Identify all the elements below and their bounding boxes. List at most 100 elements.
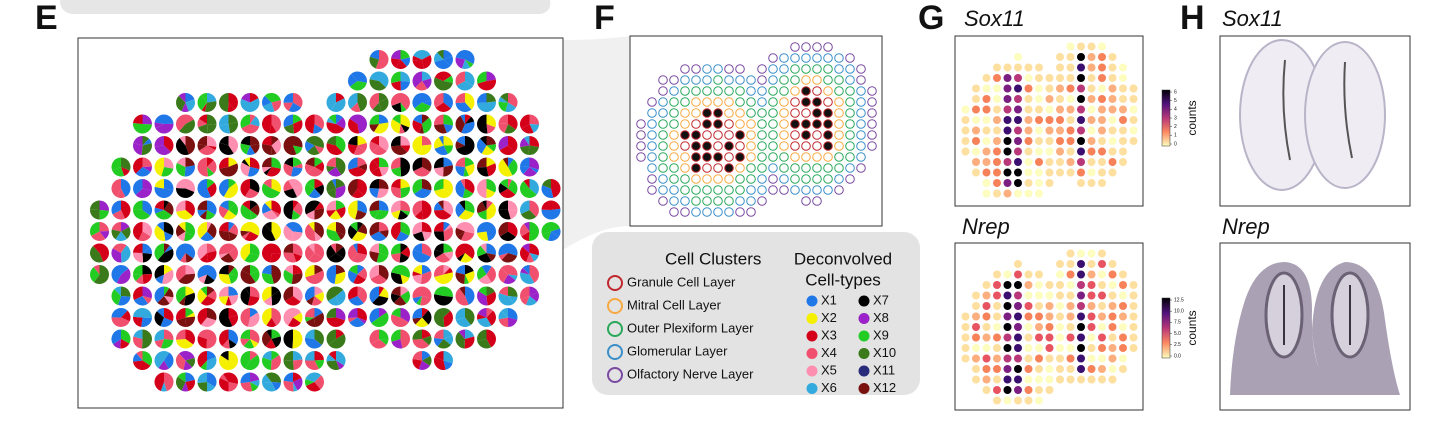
pie-slice [551,228,561,238]
expression-spot [1098,344,1106,352]
expression-spot [1119,147,1127,156]
pie-slice [413,265,422,275]
pie-slice [121,308,128,318]
pie-slice [185,136,196,155]
expression-spot [1024,333,1033,342]
pie-slice [207,351,216,361]
pie-slice [180,253,187,263]
pie-slice [458,329,465,339]
colorbar-label: counts [1185,100,1199,135]
expression-spot [1056,291,1064,300]
pie-slice [314,208,324,220]
expression-spot [1014,116,1022,124]
pie-slice [486,144,496,152]
pie-slice [293,329,303,343]
expression-spot [1108,270,1117,279]
cluster-spot [834,64,844,74]
pie-slice [400,246,410,258]
cluster-spot [691,163,701,173]
expression-spot [1045,74,1054,82]
pie-slice [486,114,496,128]
cluster-spot [801,97,811,107]
pie-slice [336,289,346,305]
expression-spot [1077,323,1085,331]
pie-slice [284,124,295,134]
pie-slice [391,186,402,198]
pie-slice [434,202,444,211]
pie-slice [349,265,358,275]
pie-slice [422,100,432,107]
cluster-spot [790,130,800,140]
pie-slice [412,59,424,69]
pie-slice [99,200,109,211]
pie-slice [501,253,518,263]
pie-slice [400,57,410,67]
pie-slice [133,329,143,339]
pie-slice [348,157,358,170]
pie-slice [164,288,174,298]
cluster-spot [790,185,800,195]
expression-spot [1003,396,1012,405]
pie-slice [541,222,551,235]
cluster-spot [845,152,855,162]
expression-spot [1066,323,1075,331]
pie-slice [141,317,152,327]
cluster-spot [801,119,811,129]
pie-slice [271,139,281,154]
cluster-swatch [607,321,623,337]
expression-spot [1087,291,1096,300]
pie-slice [413,243,422,253]
pie-slice [422,55,432,69]
pie-slice [207,157,214,167]
pie-slice [141,329,153,349]
pie-slice [185,93,195,103]
expression-spot [1045,95,1054,103]
cluster-spot [757,130,767,140]
pie-slice [529,253,539,262]
pie-slice [218,114,229,126]
expression-spot [1024,105,1033,114]
pie-slice [240,143,250,155]
expression-spot [1045,137,1054,145]
expression-spot [1108,375,1117,384]
cluster-spot [790,86,800,96]
pie-slice [112,210,126,220]
pie-slice [121,157,131,171]
cluster-spot [757,152,767,162]
pie-slice [348,179,358,197]
pie-slice [391,243,401,255]
pie-slice [443,222,450,232]
pie-slice [219,265,229,275]
pie-slice [443,165,453,177]
pie-slice [142,179,152,191]
pie-slice [250,372,260,382]
pie-slice [179,119,196,134]
expression-spot [1066,365,1075,373]
pie-slice [207,223,217,239]
pie-slice [349,114,358,124]
cluster-spot [823,163,833,173]
pie-slice [477,101,496,112]
pie-slice [111,179,121,198]
cluster-spot [702,75,712,85]
pie-slice [348,244,358,261]
pie-slice [200,253,209,263]
cluster-spot [691,108,701,118]
pie-slice [357,308,368,321]
pie-slice [336,114,343,124]
pie-slice [228,179,237,189]
pie-slice [99,222,109,232]
pie-slice [348,270,358,283]
pie-slice [392,114,401,124]
pie-slice [336,243,344,253]
pie-slice [90,266,100,283]
expression-spot [1035,291,1043,300]
expression-spot [1129,281,1138,289]
pie-slice [240,98,260,112]
pie-slice [176,162,186,177]
pie-slice [111,229,121,240]
pie-slice [486,286,496,296]
pie-slice [443,267,453,275]
cluster-spot [680,130,690,140]
pie-slice [116,268,131,284]
